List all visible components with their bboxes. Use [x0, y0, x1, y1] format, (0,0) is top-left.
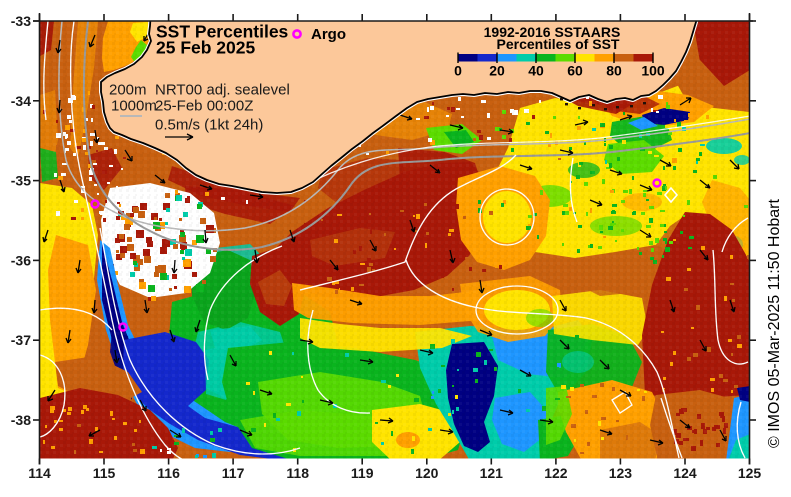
svg-text:© IMOS 05-Mar-2025 11:50 Hobar: © IMOS 05-Mar-2025 11:50 Hobart: [766, 199, 783, 448]
svg-text:1000m: 1000m: [111, 98, 157, 115]
svg-text:80: 80: [606, 63, 622, 79]
svg-text:-33: -33: [11, 13, 31, 29]
svg-text:114: 114: [28, 465, 51, 481]
svg-text:Percentiles of SST: Percentiles of SST: [497, 36, 620, 52]
svg-text:115: 115: [93, 465, 116, 481]
svg-text:125: 125: [738, 465, 762, 481]
svg-text:-34: -34: [11, 93, 31, 109]
svg-text:SST Percentiles: SST Percentiles: [156, 22, 289, 42]
svg-text:-35: -35: [11, 173, 31, 189]
svg-text:100: 100: [641, 63, 665, 79]
svg-text:118: 118: [286, 465, 309, 481]
svg-text:1992-2016 SSTAARS: 1992-2016 SSTAARS: [484, 24, 621, 40]
svg-text:NRT00 adj. sealevel: NRT00 adj. sealevel: [155, 82, 290, 99]
svg-text:120: 120: [415, 465, 439, 481]
svg-text:Argo: Argo: [311, 26, 346, 43]
svg-text:20: 20: [489, 63, 505, 79]
svg-text:25 Feb 2025: 25 Feb 2025: [156, 38, 255, 58]
svg-text:-36: -36: [11, 252, 31, 268]
svg-text:200m: 200m: [109, 82, 147, 99]
svg-text:124: 124: [673, 465, 697, 481]
svg-text:25-Feb 00:00Z: 25-Feb 00:00Z: [155, 98, 253, 115]
svg-text:0.5m/s (1kt 24h): 0.5m/s (1kt 24h): [155, 117, 263, 134]
svg-text:119: 119: [351, 465, 374, 481]
svg-text:-37: -37: [11, 332, 31, 348]
svg-text:117: 117: [222, 465, 245, 481]
svg-text:116: 116: [157, 465, 180, 481]
svg-text:40: 40: [528, 63, 544, 79]
svg-text:123: 123: [609, 465, 633, 481]
svg-text:-38: -38: [11, 412, 31, 428]
svg-text:121: 121: [480, 465, 504, 481]
svg-text:122: 122: [544, 465, 568, 481]
svg-text:0: 0: [454, 63, 462, 79]
svg-text:60: 60: [567, 63, 583, 79]
